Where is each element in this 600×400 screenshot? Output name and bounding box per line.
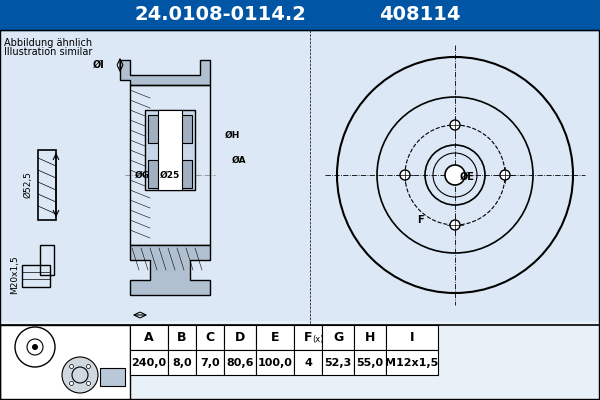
Circle shape xyxy=(86,364,91,368)
Bar xyxy=(168,325,196,350)
Text: F: F xyxy=(304,331,312,344)
Bar xyxy=(158,110,182,190)
Text: (x): (x) xyxy=(312,335,323,344)
Circle shape xyxy=(86,382,91,386)
Text: ØH: ØH xyxy=(225,130,241,140)
Text: ØI: ØI xyxy=(93,60,105,70)
Text: M20x1,5: M20x1,5 xyxy=(10,256,19,294)
Circle shape xyxy=(62,357,98,393)
Polygon shape xyxy=(130,245,210,295)
Text: Ø25: Ø25 xyxy=(160,170,180,180)
Bar xyxy=(145,110,195,190)
Circle shape xyxy=(450,220,460,230)
Text: C: C xyxy=(205,331,215,344)
Bar xyxy=(148,160,192,188)
Bar xyxy=(0,0,600,30)
Bar xyxy=(322,350,354,375)
Bar xyxy=(386,350,438,375)
Bar xyxy=(310,30,600,320)
Bar xyxy=(294,325,322,350)
Bar xyxy=(130,350,168,375)
Text: G: G xyxy=(333,331,343,344)
Text: C (MTH): C (MTH) xyxy=(162,325,206,335)
Text: M12x1,5: M12x1,5 xyxy=(385,358,439,368)
Text: 55,0: 55,0 xyxy=(356,358,383,368)
Circle shape xyxy=(70,382,74,386)
Text: H: H xyxy=(365,331,375,344)
Circle shape xyxy=(70,364,74,368)
Circle shape xyxy=(400,170,410,180)
Text: Illustration similar: Illustration similar xyxy=(4,47,92,57)
Text: I: I xyxy=(410,331,414,344)
Bar xyxy=(100,368,125,386)
Bar xyxy=(196,350,224,375)
Text: F: F xyxy=(417,215,424,225)
Bar xyxy=(148,115,192,143)
Bar xyxy=(354,325,386,350)
Bar xyxy=(386,325,438,350)
Text: 7,0: 7,0 xyxy=(200,358,220,368)
Text: ØG: ØG xyxy=(134,170,149,180)
Text: B: B xyxy=(177,331,187,344)
Bar xyxy=(354,350,386,375)
Text: B: B xyxy=(136,325,143,335)
Text: 24.0108-0114.2: 24.0108-0114.2 xyxy=(134,6,306,24)
Bar xyxy=(294,350,322,375)
Bar xyxy=(130,325,168,350)
Bar xyxy=(256,325,294,350)
Bar xyxy=(224,325,256,350)
Text: 52,3: 52,3 xyxy=(325,358,352,368)
Bar xyxy=(256,350,294,375)
Circle shape xyxy=(32,344,38,350)
Bar xyxy=(224,350,256,375)
Bar xyxy=(40,245,54,275)
Bar xyxy=(0,30,310,320)
Circle shape xyxy=(450,120,460,130)
Bar xyxy=(22,265,50,287)
Text: E: E xyxy=(271,331,279,344)
Polygon shape xyxy=(120,60,210,85)
Text: A: A xyxy=(144,331,154,344)
Bar xyxy=(196,325,224,350)
Bar xyxy=(168,350,196,375)
Text: 100,0: 100,0 xyxy=(257,358,292,368)
Text: ØE: ØE xyxy=(460,172,475,182)
Text: 240,0: 240,0 xyxy=(131,358,167,368)
Text: Abbildung ähnlich: Abbildung ähnlich xyxy=(4,38,92,48)
Circle shape xyxy=(445,165,465,185)
Text: ØA: ØA xyxy=(232,156,247,164)
Text: D: D xyxy=(166,348,174,358)
Bar xyxy=(0,325,130,400)
Text: Ø52,5: Ø52,5 xyxy=(24,172,33,198)
Bar xyxy=(130,85,210,245)
Text: 8,0: 8,0 xyxy=(172,358,192,368)
Text: 408114: 408114 xyxy=(379,6,461,24)
Circle shape xyxy=(500,170,510,180)
Text: 80,6: 80,6 xyxy=(226,358,254,368)
Bar xyxy=(322,325,354,350)
Text: D: D xyxy=(235,331,245,344)
Bar xyxy=(38,150,56,220)
Text: 4: 4 xyxy=(304,358,312,368)
